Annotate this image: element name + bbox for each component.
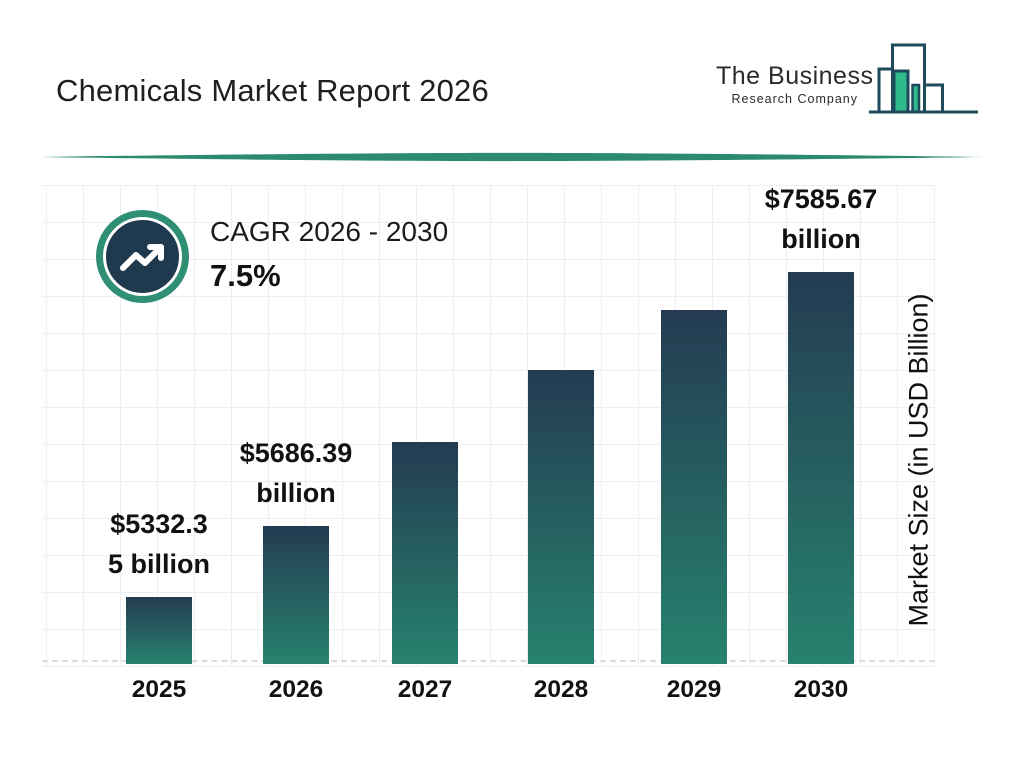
bar-column-2027 xyxy=(352,442,498,664)
bar-2029 xyxy=(661,310,727,664)
bar-value-label-2026: $5686.39 billion xyxy=(239,438,353,508)
bar-chart: $5332.3 5 billion $5686.39 billion $7585.67 b… xyxy=(42,184,935,667)
bar-chart-logo-icon xyxy=(869,43,979,114)
bar-column-2029 xyxy=(621,310,767,664)
company-logo: The Business Research Company xyxy=(716,40,980,118)
bar-2030 xyxy=(788,272,854,664)
y-axis-title: Market Size (in USD Billion) xyxy=(903,293,934,627)
logo-company-subtitle: Research Company xyxy=(731,92,858,106)
cagr-label: CAGR 2026 - 2030 xyxy=(210,216,449,247)
page-title: Chemicals Market Report 2026 xyxy=(56,72,489,108)
bar-column-2025: $5332.3 5 billion xyxy=(86,504,232,664)
bar-2028 xyxy=(528,370,594,664)
x-tick-2028: 2028 xyxy=(533,676,589,703)
x-tick-2026: 2026 xyxy=(268,676,324,703)
x-tick-2027: 2027 xyxy=(397,676,453,703)
trending-up-icon xyxy=(119,243,164,271)
x-tick-2025: 2025 xyxy=(131,676,187,703)
x-tick-2030: 2030 xyxy=(793,676,849,703)
cagr-badge-core xyxy=(103,217,182,296)
logo-company-name: The Business xyxy=(716,62,874,90)
divider-ornament xyxy=(40,152,984,162)
x-axis: 2025 2026 2027 2028 2029 2030 xyxy=(42,676,935,710)
chart-baseline xyxy=(42,660,935,662)
bar-value-label-2030: $7585.67 billion xyxy=(764,184,878,254)
x-tick-2029: 2029 xyxy=(666,676,722,703)
cagr-value: 7.5% xyxy=(210,258,281,293)
bar-column-2030: $7585.67 billion xyxy=(748,179,894,664)
logo-text: The Business Research Company xyxy=(716,62,873,106)
bar-2026 xyxy=(263,526,329,664)
bar-2027 xyxy=(392,442,458,664)
bar-value-label-2025: $5332.3 5 billion xyxy=(107,509,210,579)
bar-2025 xyxy=(126,597,192,664)
bar-column-2028 xyxy=(488,370,634,664)
cagr-badge xyxy=(96,210,189,303)
bar-column-2026: $5686.39 billion xyxy=(223,433,369,664)
